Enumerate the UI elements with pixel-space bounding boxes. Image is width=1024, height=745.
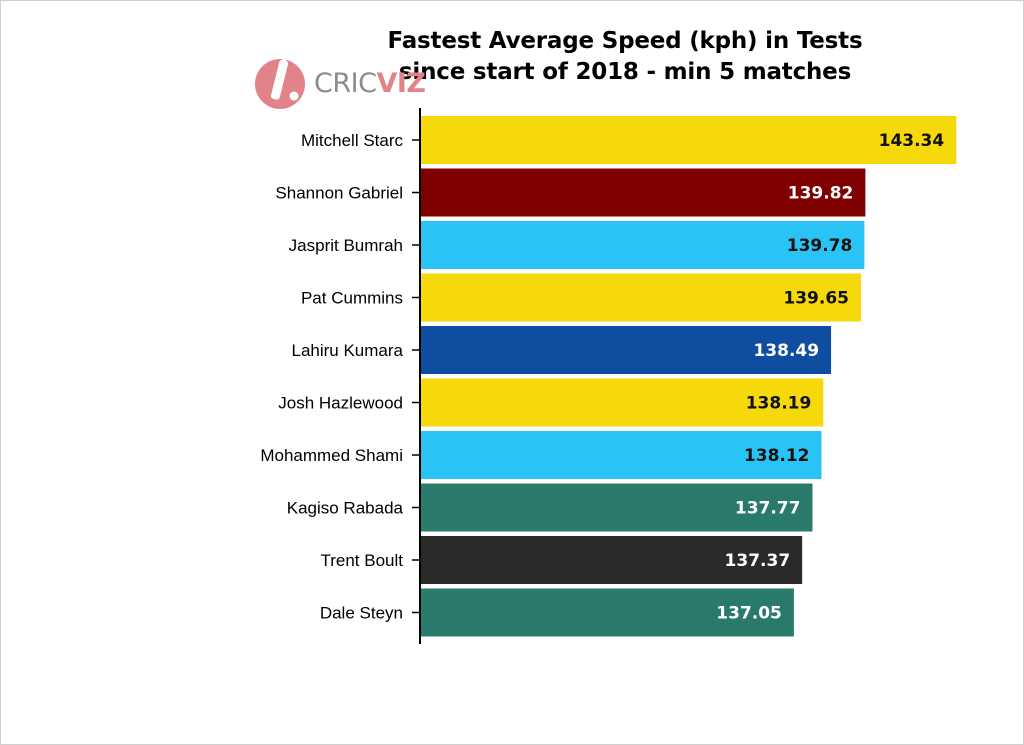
bar-shannon-gabriel xyxy=(421,168,866,217)
bar-lahiru-kumara xyxy=(421,326,832,374)
y-tick-label: Kagiso Rabada xyxy=(287,499,404,518)
data-label: 137.37 xyxy=(725,551,791,571)
y-tick-label: Jasprit Bumrah xyxy=(289,236,403,255)
chart-title: Fastest Average Speed (kph) in Tests sin… xyxy=(365,26,885,88)
bar-dale-steyn xyxy=(421,588,794,637)
data-label: 137.77 xyxy=(735,499,801,519)
chart-title-line-1: Fastest Average Speed (kph) in Tests xyxy=(387,28,863,54)
data-label: 137.05 xyxy=(716,604,782,624)
y-tick-label: Dale Steyn xyxy=(320,604,403,623)
data-label: 138.12 xyxy=(744,446,810,466)
data-label: 139.82 xyxy=(788,184,854,204)
data-label: 138.19 xyxy=(746,394,812,414)
data-label: 139.78 xyxy=(787,236,853,256)
y-tick-label: Shannon Gabriel xyxy=(275,184,403,203)
y-tick-label: Pat Cummins xyxy=(301,289,403,308)
y-tick-label: Lahiru Kumara xyxy=(291,341,403,360)
data-label: 138.49 xyxy=(753,341,819,361)
y-tick-label: Mohammed Shami xyxy=(260,446,403,465)
bar-josh-hazlewood xyxy=(421,378,824,427)
data-label: 143.34 xyxy=(879,131,945,151)
data-label: 139.65 xyxy=(783,289,849,309)
bar-trent-boult xyxy=(421,536,803,584)
bar-pat-cummins xyxy=(421,273,861,322)
y-tick-label: Mitchell Starc xyxy=(301,131,404,150)
bar-kagiso-rabada xyxy=(421,483,813,532)
y-tick-label: Josh Hazlewood xyxy=(278,394,403,413)
logo-wordmark: CRICVIZ xyxy=(314,68,426,99)
cricket-bat-ball-icon xyxy=(255,54,305,109)
chart-title-line-2: since start of 2018 - min 5 matches xyxy=(398,59,852,85)
y-tick-label: Trent Boult xyxy=(320,551,403,570)
bar-mohammed-shami xyxy=(421,431,822,479)
bar-jasprit-bumrah xyxy=(421,221,865,269)
bar-mitchell-starc xyxy=(421,116,957,164)
cricviz-logo: CRICVIZ xyxy=(254,54,426,112)
